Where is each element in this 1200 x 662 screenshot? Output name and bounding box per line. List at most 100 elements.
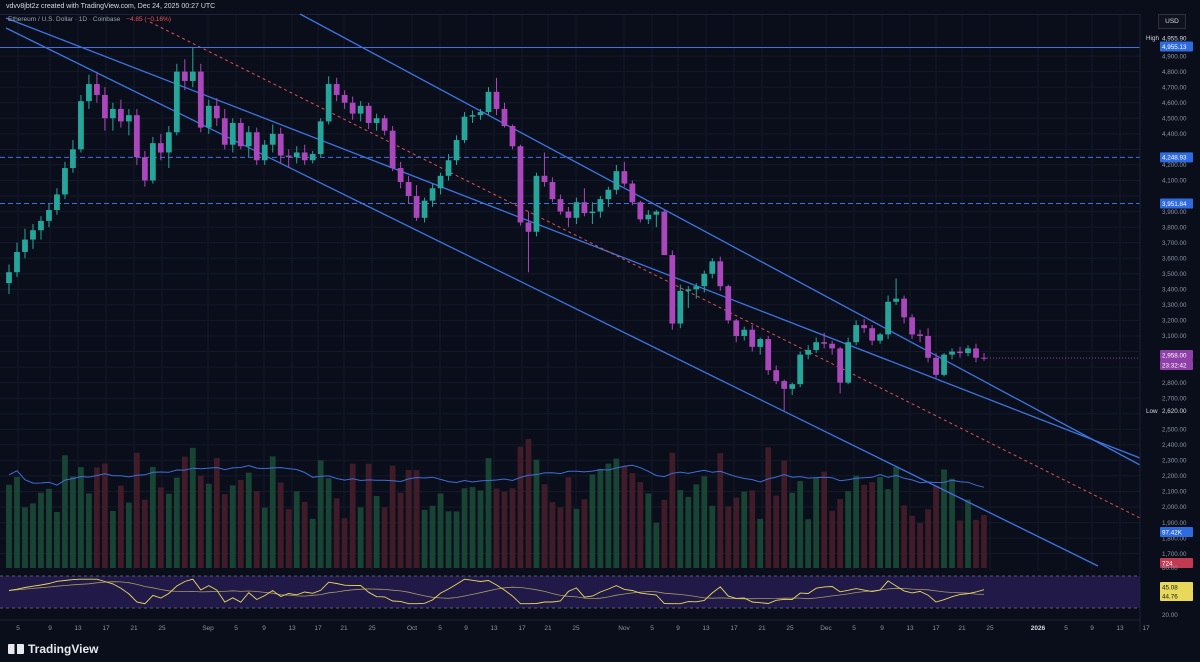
price-tick-label: 2,800.00	[1162, 380, 1187, 387]
time-tick-label: 5	[852, 625, 856, 632]
candle-body	[277, 133, 284, 156]
candle-body	[557, 199, 564, 212]
volume-last-tag-bg	[1160, 558, 1193, 568]
candle-body	[485, 91, 492, 113]
volume-bar	[485, 458, 492, 568]
volume-bar	[717, 453, 724, 568]
price-tick-label: 3,900.00	[1162, 209, 1187, 216]
candle-body	[725, 286, 732, 321]
volume-bar	[637, 482, 644, 568]
candle-body	[677, 290, 684, 324]
tradingview-logo[interactable]: TradingView	[8, 642, 98, 656]
candle-body	[453, 140, 460, 161]
candle-body	[965, 348, 971, 354]
time-tick-label: 17	[1142, 625, 1150, 632]
candle-body	[525, 222, 532, 232]
candle-body	[789, 384, 796, 389]
candle-body	[589, 211, 596, 214]
candle-body	[493, 91, 500, 109]
candle-body	[973, 348, 979, 358]
time-tick-label: 17	[102, 625, 110, 632]
volume-bar	[118, 485, 124, 568]
volume-bar	[541, 484, 548, 568]
candle-body	[757, 339, 764, 347]
volume-bar	[685, 496, 692, 568]
candle-body	[613, 171, 620, 190]
volume-bar	[133, 452, 140, 568]
candle-body	[637, 202, 644, 220]
candle-body	[197, 71, 204, 128]
currency-button[interactable]: USD	[1158, 14, 1186, 29]
candle-body	[853, 325, 860, 343]
channel-upper	[299, 13, 1141, 466]
volume-bar	[829, 510, 836, 568]
low-value-bg	[1160, 405, 1193, 416]
footer: TradingView	[0, 632, 1200, 662]
candle-body	[245, 132, 252, 147]
volume-bar	[453, 511, 460, 568]
candle-body	[645, 214, 652, 220]
volume-bar	[110, 510, 116, 568]
volume-bar	[165, 493, 172, 568]
volume-bar	[38, 492, 44, 568]
time-tick-label: 25	[986, 625, 994, 632]
countdown-tag: 23:32:42	[1162, 362, 1187, 369]
price-tick-label: 2,300.00	[1162, 458, 1187, 465]
volume-bar	[877, 477, 883, 568]
candle-body	[765, 339, 772, 371]
candle-body	[22, 239, 28, 253]
symbol-legend[interactable]: Ethereum / U.S. Dollar · 1D · Coinbase −…	[8, 14, 171, 25]
volume-bar	[189, 447, 196, 568]
candle-body	[181, 71, 188, 81]
price-tick-label: 3,500.00	[1162, 271, 1187, 278]
volume-bar	[557, 507, 564, 568]
price-tick-label: 1,800.00	[1162, 535, 1187, 542]
volume-bar	[461, 488, 468, 568]
candle-body	[629, 183, 636, 203]
candle-body	[845, 342, 852, 383]
time-axis[interactable]: 5 9 13 17 21 25 Sep 5 9 13 17 21 25 Oct 5 9 13 17 21 25 Nov 5…	[0, 619, 1150, 632]
volume-bar	[477, 490, 484, 568]
price-tick-label: 3,200.00	[1162, 318, 1187, 325]
candle-body	[797, 354, 804, 385]
volume-bar	[677, 490, 684, 568]
time-tick-label: 21	[758, 625, 766, 632]
candle-body	[229, 122, 236, 145]
tradingview-logo-icon	[8, 644, 24, 654]
candle-body	[165, 132, 172, 153]
volume-bar	[149, 466, 156, 568]
candle-body	[541, 175, 548, 183]
time-tick-label: 13	[288, 625, 296, 632]
volume-bar	[253, 491, 260, 568]
candle-body	[421, 200, 428, 218]
volume-bar	[237, 479, 244, 568]
price-change: −4.85 (−0.16%)	[126, 16, 171, 23]
high-value-bg	[1160, 33, 1193, 43]
time-tick-label: Dec	[820, 625, 832, 632]
volume-bar	[94, 467, 100, 568]
price-tick-label: 2,500.00	[1162, 426, 1187, 433]
time-tick-label: 17	[518, 625, 526, 632]
candle-body	[62, 168, 68, 195]
candle-body	[429, 188, 436, 201]
price-tick-label: 3,800.00	[1162, 224, 1187, 231]
volume-bar	[141, 499, 148, 568]
volume-bar	[6, 484, 12, 568]
volume-bar	[805, 519, 812, 568]
volume-ma-line	[8, 464, 985, 488]
volume-bar	[797, 481, 804, 568]
candle-body	[717, 261, 724, 287]
rsi-ma-tag: 44.76	[1162, 593, 1178, 600]
candle-body	[469, 115, 476, 117]
volume-bar	[853, 475, 860, 568]
candle-body	[6, 272, 12, 284]
candle-body	[861, 325, 867, 329]
candle-body	[461, 116, 468, 141]
candle-body	[38, 220, 44, 231]
candlesticks	[6, 47, 987, 411]
price-axis[interactable]: 4,900.00 4,800.00 4,700.00 4,600.00 4,500.00…	[1139, 14, 1200, 632]
rsi-ma-tag-bg	[1160, 591, 1193, 601]
volume-bar	[589, 474, 596, 568]
candle-body	[621, 171, 628, 184]
